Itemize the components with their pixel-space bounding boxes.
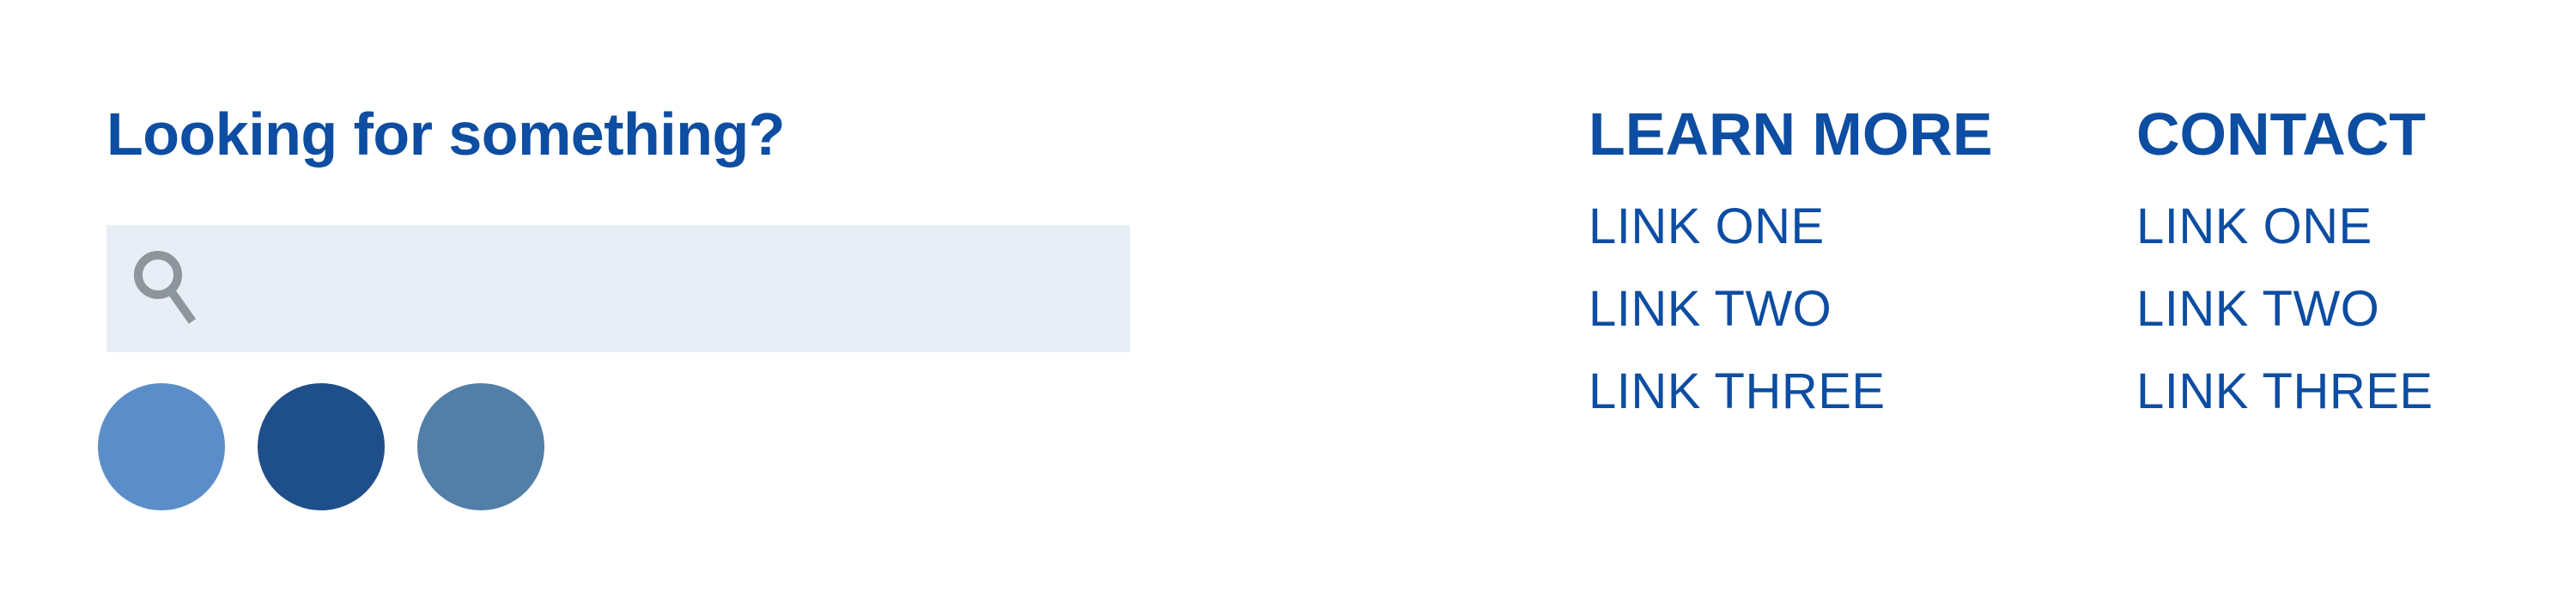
list-item: LINK ONE bbox=[1589, 186, 1993, 268]
search-input[interactable] bbox=[218, 225, 1115, 354]
contact-link-three[interactable]: LINK THREE bbox=[2136, 363, 2433, 419]
list-item: LINK THREE bbox=[1589, 351, 1993, 433]
contact-link-two[interactable]: LINK TWO bbox=[2136, 281, 2380, 337]
contact-heading: CONTACT bbox=[2136, 101, 2426, 168]
social-link-1[interactable] bbox=[98, 383, 225, 510]
list-item: LINK ONE bbox=[2136, 186, 2433, 268]
search-icon[interactable] bbox=[129, 246, 204, 332]
list-item: LINK THREE bbox=[2136, 351, 2433, 433]
contact-column: CONTACT LINK ONE LINK TWO LINK THREE bbox=[2136, 95, 2433, 433]
search-box[interactable] bbox=[106, 225, 1130, 354]
social-link-2[interactable] bbox=[258, 383, 385, 510]
list-item: LINK TWO bbox=[1589, 268, 1993, 351]
social-link-3[interactable] bbox=[417, 383, 544, 510]
contact-link-one[interactable]: LINK ONE bbox=[2136, 198, 2372, 254]
list-item: LINK TWO bbox=[2136, 268, 2433, 351]
search-heading: Looking for something? bbox=[106, 101, 786, 168]
learn-more-link-two[interactable]: LINK TWO bbox=[1589, 281, 1832, 337]
learn-more-column: LEARN MORE LINK ONE LINK TWO LINK THREE bbox=[1589, 95, 1993, 433]
contact-links: LINK ONE LINK TWO LINK THREE bbox=[2136, 186, 2433, 433]
learn-more-link-one[interactable]: LINK ONE bbox=[1589, 198, 1825, 254]
learn-more-links: LINK ONE LINK TWO LINK THREE bbox=[1589, 186, 1993, 433]
learn-more-link-three[interactable]: LINK THREE bbox=[1589, 363, 1886, 419]
learn-more-heading: LEARN MORE bbox=[1589, 101, 1993, 168]
